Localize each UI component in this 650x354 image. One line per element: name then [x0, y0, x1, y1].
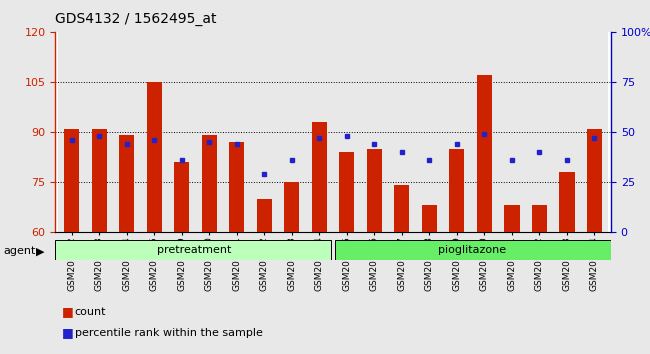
Bar — [395, 185, 410, 232]
Bar — [140, 32, 168, 232]
Bar — [471, 32, 498, 232]
Bar — [443, 32, 471, 232]
Bar — [560, 172, 575, 232]
Bar — [367, 149, 382, 232]
Bar — [477, 75, 492, 232]
Bar — [335, 240, 611, 260]
Text: ■: ■ — [62, 305, 73, 318]
Bar — [119, 135, 135, 232]
Bar — [284, 182, 300, 232]
Bar — [504, 205, 519, 232]
Bar — [113, 32, 140, 232]
Bar — [278, 32, 306, 232]
Bar — [202, 135, 217, 232]
Bar — [58, 32, 86, 232]
Bar — [229, 142, 244, 232]
Bar — [361, 32, 388, 232]
Bar — [147, 82, 162, 232]
Bar — [306, 32, 333, 232]
Bar — [257, 199, 272, 232]
Bar — [388, 32, 415, 232]
Bar — [196, 32, 223, 232]
Bar — [587, 129, 602, 232]
Bar — [553, 32, 580, 232]
Text: pioglitazone: pioglitazone — [438, 245, 506, 255]
Bar — [174, 162, 189, 232]
Bar — [532, 205, 547, 232]
Bar — [168, 32, 196, 232]
Bar — [64, 129, 79, 232]
Text: percentile rank within the sample: percentile rank within the sample — [75, 328, 263, 338]
Bar — [92, 129, 107, 232]
Bar — [449, 149, 465, 232]
Bar — [422, 205, 437, 232]
Bar — [223, 32, 251, 232]
Text: count: count — [75, 307, 106, 316]
Bar — [86, 32, 113, 232]
Bar — [526, 32, 553, 232]
Text: agent: agent — [3, 246, 36, 256]
Text: ▶: ▶ — [36, 246, 44, 256]
Bar — [55, 240, 332, 260]
Text: GDS4132 / 1562495_at: GDS4132 / 1562495_at — [55, 12, 216, 27]
Bar — [580, 32, 608, 232]
Bar — [339, 152, 354, 232]
Bar — [498, 32, 526, 232]
Bar — [251, 32, 278, 232]
Bar — [333, 32, 361, 232]
Text: pretreatment: pretreatment — [157, 245, 231, 255]
Bar — [415, 32, 443, 232]
Bar — [312, 122, 327, 232]
Text: ■: ■ — [62, 326, 73, 339]
